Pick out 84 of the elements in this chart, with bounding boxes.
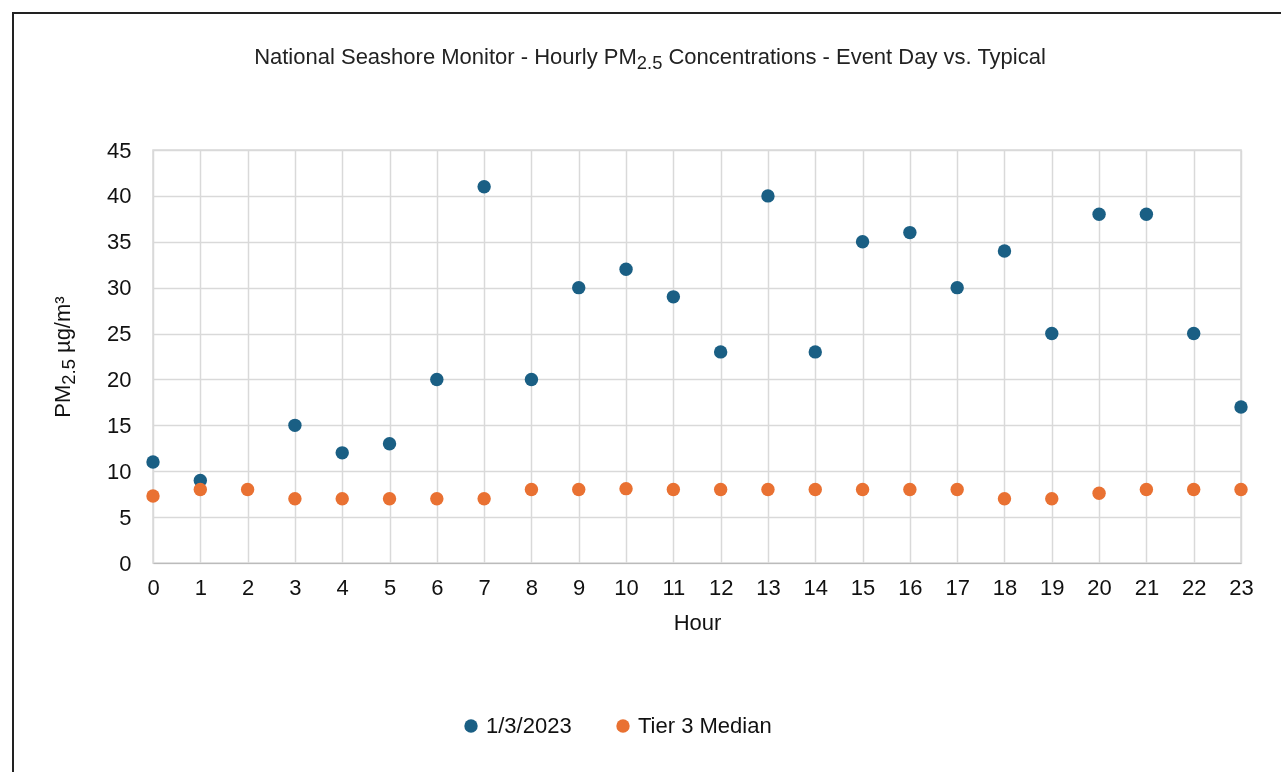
- y-tick-label: 35: [107, 229, 132, 255]
- x-tick-label: 8: [525, 574, 539, 600]
- point: [808, 482, 822, 497]
- point: [761, 189, 775, 203]
- point: [950, 482, 964, 497]
- point: [335, 446, 349, 460]
- point: [713, 482, 728, 497]
- point: [240, 482, 255, 497]
- point: [1045, 492, 1059, 506]
- point: [855, 482, 870, 497]
- x-tick-label: 16: [898, 574, 923, 600]
- x-tick-label: 17: [945, 574, 970, 600]
- y-tick-label: 25: [107, 321, 132, 347]
- point: [903, 225, 917, 240]
- x-tick-label: 13: [756, 574, 781, 600]
- x-tick-label: 23: [1229, 574, 1254, 600]
- x-tick-label: 14: [803, 574, 828, 600]
- point: [382, 436, 397, 451]
- point: [761, 482, 775, 497]
- point: [288, 418, 302, 433]
- point: [1234, 482, 1248, 497]
- y-tick-label: 0: [119, 550, 132, 576]
- point: [477, 180, 491, 194]
- point: [382, 492, 397, 506]
- x-tick-label: 12: [708, 574, 734, 600]
- point: [1139, 482, 1154, 497]
- legend-label: Tier 3 Median: [638, 713, 772, 738]
- y-tick-label: 20: [107, 366, 132, 392]
- point: [997, 492, 1012, 506]
- x-tick-label: 7: [478, 574, 491, 600]
- point: [1045, 326, 1059, 341]
- point: [430, 492, 444, 506]
- x-tick-label: 18: [992, 574, 1018, 600]
- x-tick-label: 20: [1087, 574, 1112, 600]
- point: [619, 262, 633, 277]
- x-tick-label: 2: [241, 574, 255, 600]
- point: [666, 290, 681, 304]
- x-tick-label: 9: [573, 574, 586, 600]
- x-tick-label: 22: [1181, 574, 1207, 600]
- point: [950, 280, 964, 295]
- x-tick-label: 11: [662, 574, 686, 600]
- x-tick-label: 3: [289, 574, 302, 600]
- point: [903, 482, 917, 497]
- point: [808, 345, 822, 359]
- x-tick-label: 1: [194, 574, 207, 600]
- point: [1092, 207, 1106, 221]
- y-tick-label: 30: [107, 275, 132, 301]
- point: [666, 482, 681, 497]
- point: [619, 481, 633, 496]
- y-tick-label: 10: [107, 458, 132, 484]
- point: [477, 492, 491, 506]
- point: [524, 372, 539, 387]
- chart-title: National Seashore Monitor - Hourly PM$_{2.5}$ Concentrations - Event Day vs. Typical: [253, 43, 1047, 76]
- point: [146, 455, 160, 469]
- y-tick-label: 40: [107, 183, 132, 209]
- x-tick-label: 10: [614, 574, 639, 600]
- point: [855, 235, 870, 249]
- x-tick-label: 4: [336, 574, 349, 600]
- point: [193, 482, 208, 497]
- point: [1234, 400, 1248, 414]
- x-tick-label: 0: [147, 574, 160, 600]
- point: [713, 345, 728, 359]
- point: [288, 492, 302, 506]
- point: [572, 482, 586, 497]
- point: [1092, 486, 1106, 500]
- x-tick-label: 5: [383, 574, 397, 600]
- point: [1186, 482, 1201, 497]
- x-axis-title: Hour: [673, 609, 722, 635]
- point: [997, 244, 1012, 258]
- point: [430, 372, 444, 387]
- point: [1186, 326, 1201, 341]
- x-tick-label: 15: [850, 574, 876, 600]
- y-tick-label: 5: [119, 504, 132, 530]
- point: [524, 482, 539, 497]
- point: [1139, 207, 1154, 221]
- y-tick-label: 15: [107, 412, 132, 438]
- point: [572, 280, 586, 295]
- x-tick-label: 21: [1134, 574, 1160, 600]
- point: [146, 489, 160, 503]
- legend-label: 1/3/2023: [486, 713, 572, 738]
- point: [335, 492, 349, 506]
- x-tick-label: 6: [431, 574, 444, 600]
- x-tick-label: 19: [1040, 574, 1065, 600]
- y-tick-label: 45: [107, 137, 132, 163]
